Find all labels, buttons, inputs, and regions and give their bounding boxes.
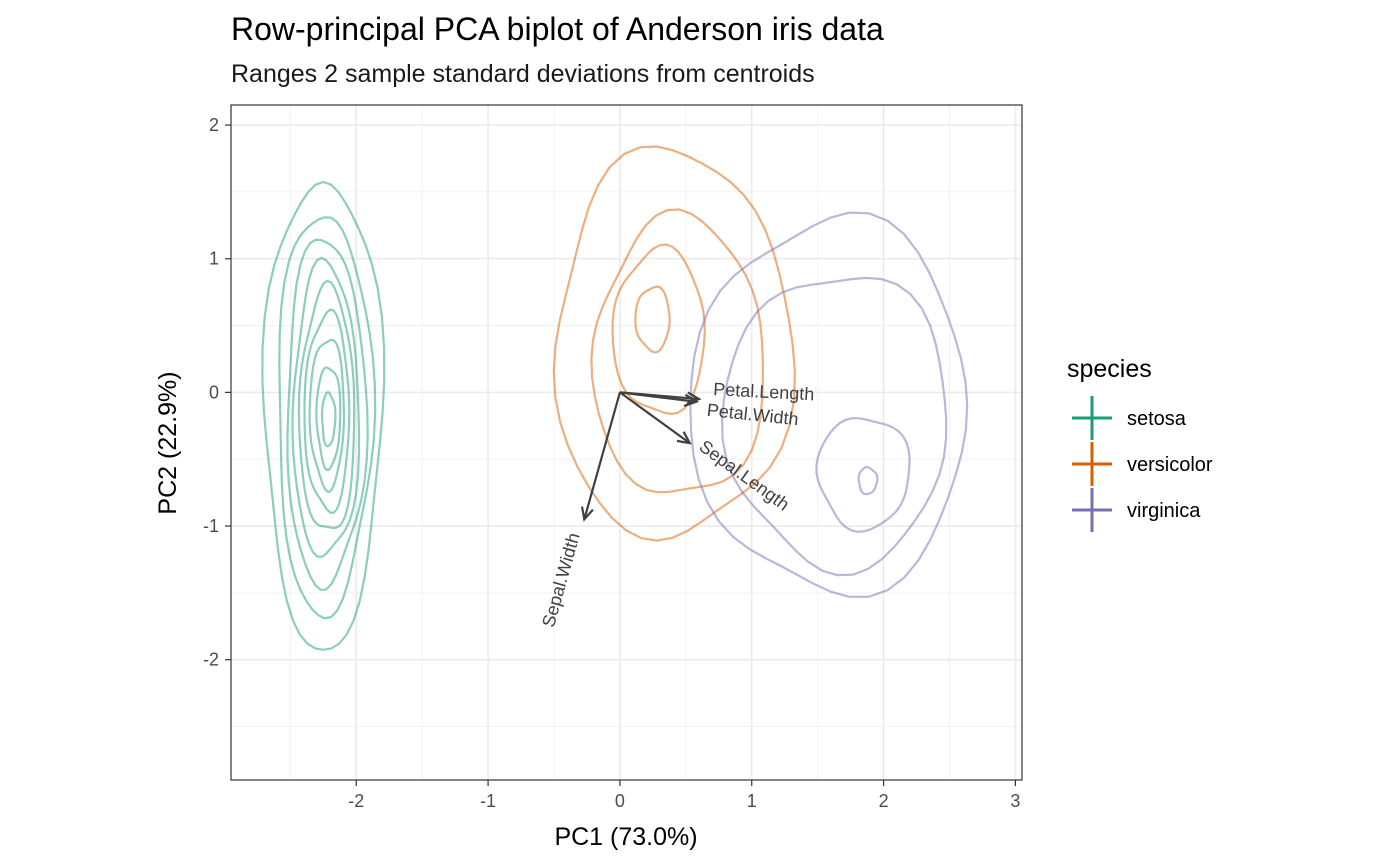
contour-setosa (291, 256, 361, 559)
contour-virginica (689, 211, 969, 598)
x-tick-label: 2 (879, 791, 889, 811)
y-axis: -2 -1 0 1 2 (203, 115, 231, 670)
chart-subtitle: Ranges 2 sample standard deviations from… (231, 60, 815, 88)
arrow-head (676, 431, 692, 445)
contour-setosa (320, 391, 337, 448)
contour-versicolor (634, 285, 671, 354)
x-tick-label: 0 (615, 791, 625, 811)
x-tick-label: -2 (348, 791, 364, 811)
contour-virginica (857, 466, 879, 496)
y-tick-label: 0 (209, 382, 219, 402)
y-tick-label: 2 (209, 115, 219, 135)
arrow-head (683, 393, 699, 407)
arrow-head (580, 506, 594, 522)
y-tick-label: -1 (203, 516, 219, 536)
legend-label-virginica: virginica (1127, 500, 1201, 522)
y-tick-label: -2 (203, 650, 219, 670)
legend-label-setosa: setosa (1127, 408, 1187, 430)
contour-versicolor (552, 145, 797, 542)
grid-lines (231, 105, 1022, 780)
x-tick-label: 1 (747, 791, 757, 811)
plot-panel (231, 105, 1022, 780)
density-contours (261, 145, 969, 651)
contour-versicolor (611, 243, 706, 416)
plot-border (230, 104, 1023, 781)
legend: species setosa versicolor virginica (1067, 355, 1213, 532)
contour-setosa (315, 366, 342, 472)
arrow-sepal-length (619, 391, 691, 445)
y-axis-title: PC2 (22.9%) (154, 371, 182, 514)
contour-virginica (720, 276, 948, 577)
contour-setosa (303, 308, 351, 515)
contour-setosa (286, 238, 369, 591)
arrow-sepal-width (583, 392, 621, 520)
contour-setosa (297, 279, 356, 530)
arrow-petal-width (619, 391, 697, 403)
contour-virginica (815, 417, 911, 533)
x-tick-label: -1 (480, 791, 496, 811)
chart-title: Row-principal PCA biplot of Anderson iri… (231, 11, 884, 47)
contour-setosa (261, 180, 386, 651)
legend-label-versicolor: versicolor (1127, 454, 1213, 476)
x-axis-title: PC1 (73.0%) (554, 823, 697, 851)
contour-versicolor (590, 208, 765, 494)
legend-title: species (1067, 355, 1152, 383)
x-axis: -2 -1 0 1 2 3 (348, 780, 1020, 811)
contour-setosa (308, 338, 345, 493)
contour-setosa (278, 216, 377, 620)
x-tick-label: 3 (1010, 791, 1020, 811)
y-tick-label: 1 (209, 249, 219, 269)
